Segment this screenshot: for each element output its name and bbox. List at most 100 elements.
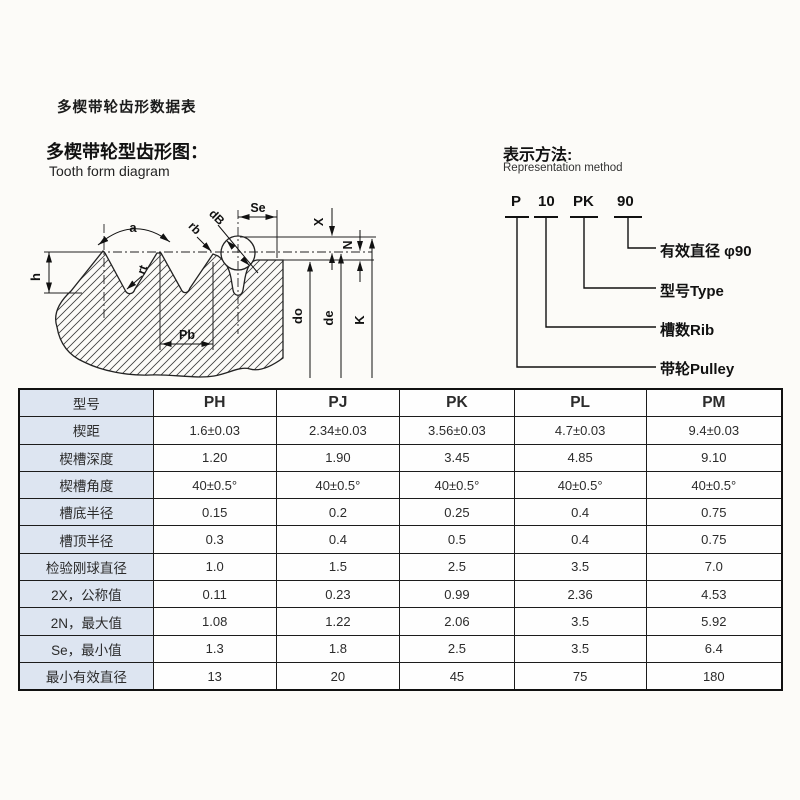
table-cell: 2.06 <box>399 607 515 636</box>
table-cell: 0.75 <box>645 498 783 527</box>
table-cell: 2.34±0.03 <box>275 416 401 445</box>
table-cell: 5.92 <box>645 607 783 636</box>
row-label: 槽顶半径 <box>18 525 154 554</box>
dim-label-h: h <box>28 273 43 281</box>
table-cell: 4.53 <box>645 580 783 609</box>
dim-label-db: dB <box>206 207 227 228</box>
table-cell: 3.56±0.03 <box>399 416 515 445</box>
dim-label-rb: rb <box>186 219 204 237</box>
table-cell: 7.0 <box>645 552 783 582</box>
dim-label-se: Se <box>250 201 265 215</box>
dim-label-rt: rt <box>134 263 150 276</box>
row-label: Se，最小值 <box>18 634 154 663</box>
table-cell: 4.85 <box>513 443 647 472</box>
spec-table-head: 型号 PH PJ PK PL PM <box>18 388 783 418</box>
table-cell: 180 <box>645 661 783 691</box>
table-cell: 9.4±0.03 <box>645 416 783 445</box>
table-header-row: 型号 PH PJ PK PL PM <box>18 388 783 418</box>
table-cell: 3.5 <box>513 634 647 663</box>
table-cell: 0.75 <box>645 525 783 554</box>
table-cell: 1.6±0.03 <box>152 416 277 445</box>
column-header: PM <box>645 388 783 418</box>
table-cell: 1.3 <box>152 634 277 663</box>
table-row: 楔槽角度 40±0.5° 40±0.5° 40±0.5° 40±0.5° 40±0.5° <box>18 470 783 500</box>
dim-label-k: K <box>352 315 367 325</box>
table-cell: 0.4 <box>275 525 401 554</box>
table-cell: 3.5 <box>513 607 647 636</box>
table-cell: 40±0.5° <box>513 470 647 500</box>
column-header: PJ <box>275 388 401 418</box>
table-cell: 6.4 <box>645 634 783 663</box>
table-row: 楔槽深度 1.20 1.90 3.45 4.85 9.10 <box>18 443 783 472</box>
table-row: 楔距 1.6±0.03 2.34±0.03 3.56±0.03 4.7±0.03 9.4±… <box>18 416 783 445</box>
row-label: 检验刚球直径 <box>18 552 154 582</box>
row-label: 槽底半径 <box>18 498 154 527</box>
table-cell: 3.45 <box>399 443 515 472</box>
code-part-pulley: P <box>511 193 522 210</box>
dim-label-de: de <box>321 310 336 325</box>
diagram-subtitle: Tooth form diagram <box>49 163 170 179</box>
table-cell: 2.5 <box>399 552 515 582</box>
column-header: PH <box>152 388 277 418</box>
table-cell: 4.7±0.03 <box>513 416 647 445</box>
table-cell: 40±0.5° <box>275 470 401 500</box>
pulley-body <box>55 250 284 378</box>
table-cell: 1.22 <box>275 607 401 636</box>
table-row: 最小有效直径 13 20 45 75 180 <box>18 661 783 691</box>
column-header-label: 型号 <box>18 388 154 418</box>
table-cell: 1.08 <box>152 607 277 636</box>
table-cell: 0.5 <box>399 525 515 554</box>
tooth-form-diagram: h a rt rb dB Se X <box>28 201 376 378</box>
table-cell: 0.11 <box>152 580 277 609</box>
row-label: 楔槽深度 <box>18 443 154 472</box>
dim-label-x: X <box>312 217 326 226</box>
callout-type: 型号Type <box>660 283 724 300</box>
dim-label-do: do <box>290 308 305 324</box>
table-cell: 40±0.5° <box>152 470 277 500</box>
row-label: 楔槽角度 <box>18 470 154 500</box>
representation-subtitle: Representation method <box>503 162 623 174</box>
dim-label-a: a <box>129 220 137 235</box>
table-row: 检验刚球直径 1.0 1.5 2.5 3.5 7.0 <box>18 552 783 582</box>
code-part-diameter: 90 <box>617 193 634 210</box>
reference-lines <box>44 210 376 350</box>
row-label: 最小有效直径 <box>18 661 154 691</box>
row-label: 2N，最大值 <box>18 607 154 636</box>
table-row: 槽底半径 0.15 0.2 0.25 0.4 0.75 <box>18 498 783 527</box>
table-cell: 40±0.5° <box>399 470 515 500</box>
page-title: 多楔带轮齿形数据表 <box>57 100 197 116</box>
code-part-ribs: 10 <box>538 193 555 210</box>
table-row: 2X，公称值 0.11 0.23 0.99 2.36 4.53 <box>18 580 783 609</box>
table-cell: 0.23 <box>275 580 401 609</box>
callout-ribs: 槽数Rib <box>660 322 715 339</box>
spec-table: 型号 PH PJ PK PL PM 楔距 1.6±0.03 2.34±0.03 3.56±0.0… <box>18 388 783 692</box>
center-lines <box>96 210 372 334</box>
table-cell: 3.5 <box>513 552 647 582</box>
table-cell: 0.4 <box>513 498 647 527</box>
table-cell: 0.99 <box>399 580 515 609</box>
row-label: 2X，公称值 <box>18 580 154 609</box>
table-cell: 1.8 <box>275 634 401 663</box>
table-cell: 75 <box>513 661 647 691</box>
callout-pulley: 带轮Pulley <box>660 361 735 378</box>
table-cell: 45 <box>399 661 515 691</box>
column-header: PK <box>399 388 515 418</box>
table-cell: 2.36 <box>513 580 647 609</box>
table-cell: 0.15 <box>152 498 277 527</box>
diagram-title: 多楔带轮型齿形图： <box>46 142 208 162</box>
table-cell: 1.90 <box>275 443 401 472</box>
table-cell: 0.4 <box>513 525 647 554</box>
dim-label-n: N <box>341 240 355 249</box>
dim-diameters <box>307 238 375 378</box>
table-cell: 9.10 <box>645 443 783 472</box>
callout-effective-diameter: 有效直径 φ90 <box>660 243 752 260</box>
column-header: PL <box>513 388 647 418</box>
representation-connectors <box>505 216 656 368</box>
table-cell: 2.5 <box>399 634 515 663</box>
row-label: 楔距 <box>18 416 154 445</box>
table-cell: 13 <box>152 661 277 691</box>
table-cell: 0.3 <box>152 525 277 554</box>
table-cell: 1.5 <box>275 552 401 582</box>
dim-label-pb: Pb <box>179 328 195 342</box>
